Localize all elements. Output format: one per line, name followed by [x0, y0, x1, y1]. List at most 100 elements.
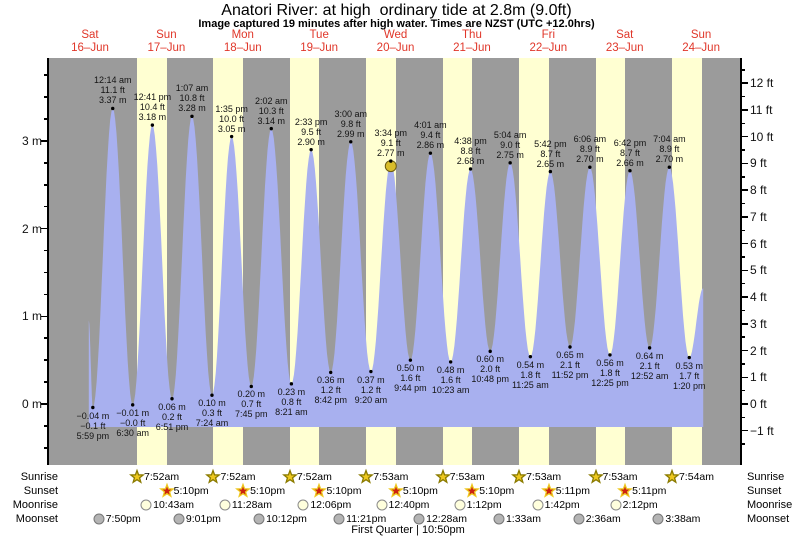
sunset-row-label-left: Sunset: [23, 485, 58, 497]
tide-high-label: 6:06 am 8.9 ft 2.70 m: [573, 134, 607, 165]
sunrise-star: [663, 468, 680, 484]
left-axis-tick: [44, 184, 48, 186]
moonset-circle: [493, 513, 505, 525]
right-axis-tick: [741, 122, 745, 125]
left-axis-line: [47, 58, 49, 465]
sunrise-star: [434, 468, 451, 484]
tide-low-label: 0.36 m 1.2 ft 8:42 pm: [314, 375, 347, 406]
tide-high-label: 5:42 pm 8.7 ft 2.65 m: [534, 138, 567, 169]
left-axis-tick: [44, 162, 48, 164]
sunset-star: [464, 482, 481, 498]
right-axis-label: 8 ft: [750, 183, 767, 198]
sunrise-time: 7:53am: [449, 471, 485, 483]
moonset-time: 3:38am: [665, 513, 701, 525]
sunrise-time: 7:52am: [144, 471, 180, 483]
high-tide-dot: [588, 165, 592, 169]
sunset-time: 5:10pm: [479, 485, 515, 497]
tide-high-label: 5:04 am 9.0 ft 2.75 m: [493, 129, 527, 160]
day-label: Sun 17–Jun: [147, 29, 186, 54]
day-label: Sat 16–Jun: [71, 29, 109, 54]
sunset-star: [158, 482, 175, 498]
right-axis-label: 6 ft: [750, 236, 767, 251]
right-axis-tick: [741, 363, 745, 365]
left-axis-tick: [44, 96, 48, 98]
tide-low-label: 0.53 m 1.7 ft 1:20 pm: [672, 360, 706, 391]
sunrise-row-label-right: Sunrise: [747, 471, 785, 483]
right-axis-tick: [741, 82, 748, 84]
low-tide-dot: [608, 353, 612, 357]
right-axis-tick: [741, 269, 748, 272]
right-axis-tick: [741, 296, 748, 298]
high-tide-dot: [548, 169, 553, 174]
moonset-time: 7:50pm: [105, 513, 141, 525]
tide-high-label: 2:02 am 10.3 ft 3.14 m: [255, 95, 288, 126]
day-label: Wed 20–Jun: [376, 29, 415, 54]
moonset-circle: [93, 513, 105, 525]
right-axis-label: 12 ft: [750, 76, 774, 91]
moonset-circle: [573, 513, 585, 525]
right-axis-tick: [741, 416, 745, 419]
sunrise-star: [587, 468, 604, 484]
sunset-star: [235, 482, 252, 498]
left-axis-tick: [44, 447, 48, 449]
right-axis-tick: [741, 216, 748, 218]
moonrise-time: 11:28am: [231, 499, 272, 511]
left-axis-label: 3 m: [21, 133, 42, 148]
low-tide-dot: [91, 405, 95, 410]
right-axis-tick: [741, 376, 748, 379]
sunset-time: 5:10pm: [173, 485, 209, 497]
tide-high-label: 3:00 am 9.8 ft 2.99 m: [334, 108, 368, 139]
moonrise-time: 12:06pm: [310, 499, 352, 511]
high-tide-dot: [309, 147, 313, 152]
left-axis-label: 1 m: [21, 309, 42, 324]
sunset-star: [235, 482, 252, 498]
high-tide-dot: [389, 159, 393, 163]
high-tide-dot: [667, 165, 672, 169]
tide-high-label: 1:35 pm 10.0 ft 3.05 m: [215, 103, 248, 134]
high-tide-dot: [508, 161, 512, 165]
moonset-circle: [652, 513, 664, 525]
right-axis-tick: [741, 149, 745, 151]
tide-plot-area: [48, 58, 740, 465]
left-axis-tick: [41, 227, 48, 230]
tide-high-label: 4:01 am 9.4 ft 2.86 m: [414, 120, 447, 151]
sunset-star: [311, 482, 328, 498]
left-axis-label: 2 m: [21, 221, 42, 236]
low-tide-dot: [130, 403, 135, 407]
low-tide-dot: [448, 360, 453, 364]
right-axis-tick: [741, 403, 748, 405]
day-label: Sat 23–Jun: [605, 29, 644, 54]
sunrise-time: 7:53am: [602, 471, 638, 483]
right-axis-line: [740, 58, 742, 465]
right-axis-tick: [741, 109, 748, 111]
left-axis-tick: [44, 425, 48, 427]
sunrise-row-label-left: Sunrise: [20, 471, 58, 483]
low-tide-dot: [568, 345, 572, 349]
tide-low-label: 0.65 m 2.1 ft 11:52 pm: [551, 349, 589, 380]
right-axis-label: 1 ft: [750, 370, 767, 385]
sunset-star: [387, 482, 404, 498]
right-axis-tick: [741, 282, 745, 285]
left-axis-tick: [41, 140, 48, 142]
sunrise-time: 7:54am: [678, 471, 714, 483]
sunrise-star: [511, 468, 528, 484]
left-axis-tick: [44, 249, 48, 252]
tide-low-label: 0.37 m 1.2 ft 9:20 am: [354, 374, 388, 405]
high-tide-dot: [229, 134, 234, 139]
sunset-row-label-right: Sunset: [747, 485, 782, 497]
moonrise-time: 10:43am: [153, 499, 194, 511]
moonset-row-label-right: Moonset: [747, 513, 790, 525]
moonrise-circle: [610, 499, 622, 511]
left-axis-tick: [41, 403, 48, 405]
moonrise-time: 2:12pm: [622, 499, 658, 511]
sunrise-star: [663, 468, 680, 484]
sunset-star: [540, 482, 557, 498]
right-axis-label: 9 ft: [750, 156, 767, 171]
low-tide-dot: [687, 355, 691, 360]
right-axis-tick: [741, 429, 748, 432]
sunset-star: [387, 482, 404, 498]
moonrise-circle: [297, 499, 309, 511]
sunrise-time: 7:53am: [526, 471, 562, 483]
moonrise-circle: [376, 499, 388, 511]
sunset-time: 5:11pm: [555, 485, 590, 497]
